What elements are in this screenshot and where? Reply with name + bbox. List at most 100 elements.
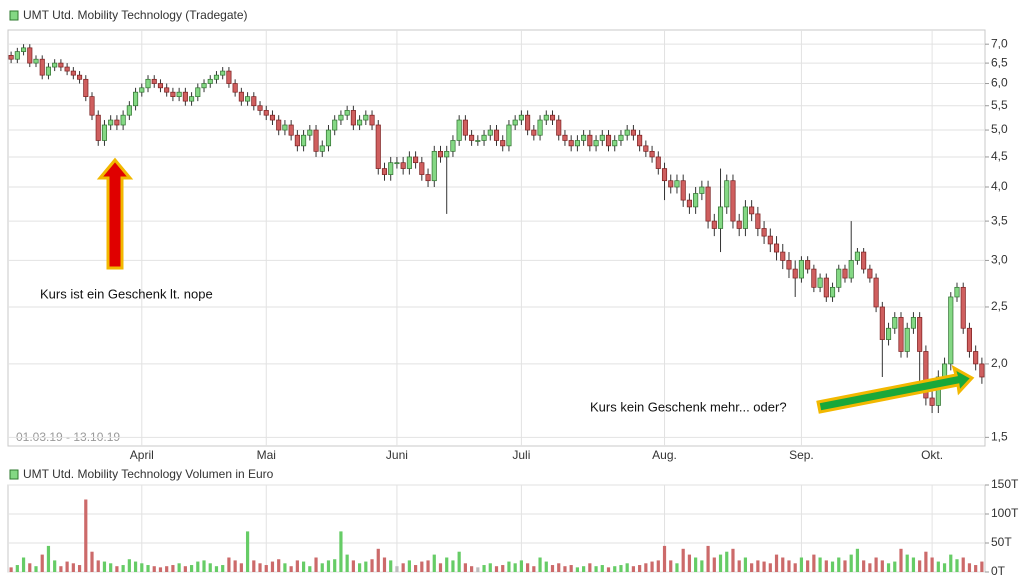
candle-body xyxy=(904,327,910,352)
candle-body xyxy=(593,140,599,147)
candle-body xyxy=(798,260,804,279)
candle-body xyxy=(761,228,767,237)
candle-body xyxy=(70,70,76,76)
candle-body xyxy=(506,124,512,147)
candle-body xyxy=(724,180,730,208)
candle-body xyxy=(512,119,518,126)
volume-bar xyxy=(382,557,387,572)
volume-bar xyxy=(476,567,480,572)
candle-body xyxy=(568,140,574,147)
volume-bar xyxy=(967,563,972,572)
candle-body xyxy=(668,180,674,188)
candle-body xyxy=(624,129,630,136)
volume-bar xyxy=(457,551,461,572)
y-tick-label: 2,0 xyxy=(991,356,1008,370)
volume-bar xyxy=(768,563,772,572)
volume-bar xyxy=(494,566,499,572)
volume-bar xyxy=(638,565,642,572)
candle-body xyxy=(120,114,126,126)
candle-body xyxy=(276,119,282,131)
candle-body xyxy=(21,47,27,52)
candle-body xyxy=(313,129,319,152)
candle-body xyxy=(705,186,711,222)
volume-bar xyxy=(196,561,200,572)
volume-bar xyxy=(669,560,673,572)
x-tick-label: Sep. xyxy=(789,448,814,462)
candle-body xyxy=(207,78,213,84)
candle-body xyxy=(195,87,201,97)
candle-body xyxy=(245,96,251,102)
volume-bar xyxy=(911,557,916,572)
candle-body xyxy=(332,119,338,131)
volume-bar xyxy=(77,565,82,572)
volume-bar xyxy=(613,566,617,572)
price-title: UMT Utd. Mobility Technology (Tradegate) xyxy=(23,8,248,22)
candle-body xyxy=(444,150,450,158)
volume-bar xyxy=(289,566,293,572)
y-tick-label: 3,0 xyxy=(991,253,1008,267)
volume-bar xyxy=(662,545,667,572)
annotation: Kurs kein Geschenk mehr... oder? xyxy=(590,399,787,414)
candle-body xyxy=(164,87,170,93)
candle-body xyxy=(251,96,257,107)
y-tick-label: 1,5 xyxy=(991,430,1008,444)
volume-bar xyxy=(376,548,380,572)
volume-bar xyxy=(183,566,187,572)
volume-bar xyxy=(557,563,561,572)
candle-body xyxy=(257,105,263,111)
candle-body xyxy=(898,317,904,352)
volume-bar xyxy=(625,563,629,572)
candle-body xyxy=(182,91,188,102)
volume-bar xyxy=(301,561,306,572)
y-tick-label: 6,0 xyxy=(991,76,1008,90)
volume-bar xyxy=(905,554,909,572)
volume-bar xyxy=(133,561,138,572)
y-tick-label: 7,0 xyxy=(991,36,1008,50)
candle-body xyxy=(574,140,580,147)
candle-body xyxy=(773,243,780,253)
volume-bar xyxy=(40,554,44,572)
candle-body xyxy=(33,58,39,64)
candle-body xyxy=(581,134,587,141)
volume-bar xyxy=(177,563,181,572)
x-tick-label: Aug. xyxy=(652,448,677,462)
candle-body xyxy=(605,134,612,147)
candle-body xyxy=(960,286,966,329)
candle-body xyxy=(126,105,132,116)
volume-bar xyxy=(606,567,611,572)
candle-body xyxy=(948,296,954,365)
candle-body xyxy=(549,114,556,121)
volume-bar xyxy=(420,561,424,572)
candle-body xyxy=(873,277,879,308)
volume-bar xyxy=(314,557,318,572)
volume-bar xyxy=(71,563,75,572)
y-tick-label: 0T xyxy=(991,564,1006,578)
volume-bar xyxy=(700,560,704,572)
volume-bar xyxy=(277,559,281,572)
volume-bar xyxy=(364,561,368,572)
volume-bar xyxy=(127,559,131,572)
candle-body xyxy=(425,174,431,182)
candle-body xyxy=(836,268,842,288)
candle-body xyxy=(861,251,867,270)
volume-bar xyxy=(165,566,169,572)
volume-bar xyxy=(46,545,51,572)
volume-bar xyxy=(208,563,212,572)
candle-body xyxy=(525,114,531,131)
volume-bar xyxy=(121,565,125,572)
candle-body xyxy=(842,268,848,279)
volume-bar xyxy=(482,565,486,572)
candle-body xyxy=(301,134,307,147)
candle-body xyxy=(450,140,456,152)
candle-body xyxy=(556,119,562,136)
price-frame xyxy=(7,29,986,447)
volume-bar xyxy=(936,561,940,572)
candle-body xyxy=(848,260,854,279)
candle-body xyxy=(469,134,475,141)
y-tick-label: 4,5 xyxy=(991,149,1008,163)
x-tick-label: Juni xyxy=(386,448,408,462)
volume-bar xyxy=(644,563,648,572)
candle-body xyxy=(854,251,860,261)
volume-bar xyxy=(326,560,331,572)
